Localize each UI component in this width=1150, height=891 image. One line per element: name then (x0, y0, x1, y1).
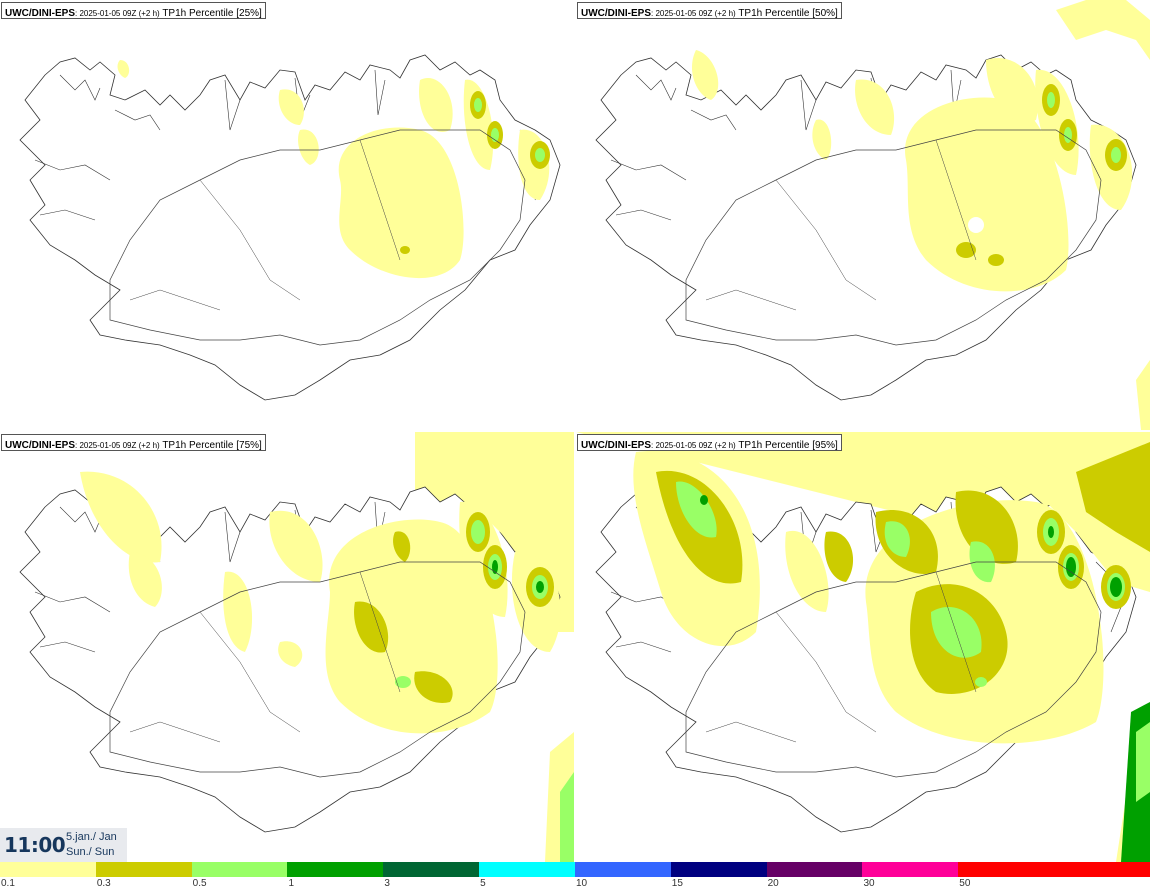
legend-swatch (479, 862, 575, 877)
map-panel-25: UWC/DINI-EPS: 2025-01-05 09Z (+2 h) TP1h… (0, 0, 574, 430)
legend-label: 0.3 (96, 878, 111, 889)
valid-date: 5.jan./ Jan (66, 831, 117, 843)
precip-map-50 (595, 0, 1150, 430)
panel-title: UWC/DINI-EPS: 2025-01-05 09Z (+2 h) TP1h… (1, 434, 266, 451)
legend-label: 15 (671, 878, 683, 889)
parameter-label: TP1h Percentile [50%] (735, 8, 838, 19)
model-name: UWC/DINI-EPS (581, 440, 651, 451)
model-name: UWC/DINI-EPS (5, 440, 75, 451)
legend-label: 10 (575, 878, 588, 889)
legend-swatch (1054, 862, 1150, 877)
legend-swatch (766, 862, 863, 877)
legend-swatch (191, 862, 288, 877)
panel-divider-horizontal (0, 430, 1150, 432)
precip-map-75 (19, 432, 574, 862)
valid-time-box: 11:00 5.jan./ Jan Sun./ Sun (0, 828, 127, 862)
valid-day: Sun./ Sun (66, 846, 115, 858)
parameter-label: TP1h Percentile [75%] (159, 440, 262, 451)
run-time: : 2025-01-05 09Z (+2 h) (651, 441, 736, 450)
legend-tick-labels: 0.1 0.3 0.5 1 3 5 10 15 20 30 50 (0, 877, 1150, 891)
legend-swatch (383, 862, 480, 877)
legend-label: 30 (863, 878, 875, 889)
parameter-label: TP1h Percentile [95%] (735, 440, 838, 451)
legend-swatch (0, 862, 96, 877)
legend-swatch (670, 862, 767, 877)
color-legend: 0.1 0.3 0.5 1 3 5 10 15 20 30 50 (0, 862, 1150, 891)
legend-swatch (95, 862, 192, 877)
precip-fill-50 (691, 0, 1150, 430)
map-panel-75: UWC/DINI-EPS: 2025-01-05 09Z (+2 h) TP1h… (0, 432, 574, 862)
precip-map-25 (19, 54, 561, 401)
precip-fill-25 (117, 60, 550, 279)
legend-swatch (862, 862, 959, 877)
legend-color-bar (0, 862, 1150, 877)
legend-swatch (287, 862, 384, 877)
legend-label (1054, 877, 1150, 891)
precip-map-95 (576, 432, 1150, 862)
precip-fill-95 (633, 432, 1150, 862)
legend-label: 5 (480, 878, 486, 889)
valid-time-clock: 11:00 (4, 833, 66, 857)
run-time: : 2025-01-05 09Z (+2 h) (75, 441, 160, 450)
legend-swatch (574, 862, 671, 877)
parameter-label: TP1h Percentile [25%] (159, 8, 262, 19)
map-panel-95: UWC/DINI-EPS: 2025-01-05 09Z (+2 h) TP1h… (576, 432, 1150, 862)
legend-label: 0.5 (192, 878, 207, 889)
model-name: UWC/DINI-EPS (5, 8, 75, 19)
precip-fill-75 (80, 432, 574, 862)
panel-title: UWC/DINI-EPS: 2025-01-05 09Z (+2 h) TP1h… (577, 434, 842, 451)
legend-label: 3 (384, 878, 390, 889)
legend-label: 20 (767, 878, 779, 889)
map-panel-50: UWC/DINI-EPS: 2025-01-05 09Z (+2 h) TP1h… (576, 0, 1150, 430)
legend-swatch (958, 862, 1055, 877)
legend-label: 50 (959, 878, 971, 889)
run-time: : 2025-01-05 09Z (+2 h) (651, 9, 736, 18)
legend-label: 1 (288, 878, 295, 889)
panel-title: UWC/DINI-EPS: 2025-01-05 09Z (+2 h) TP1h… (1, 2, 266, 19)
legend-label: 0.1 (1, 878, 15, 889)
run-time: : 2025-01-05 09Z (+2 h) (75, 9, 160, 18)
model-name: UWC/DINI-EPS (581, 8, 651, 19)
panel-title: UWC/DINI-EPS: 2025-01-05 09Z (+2 h) TP1h… (577, 2, 842, 19)
